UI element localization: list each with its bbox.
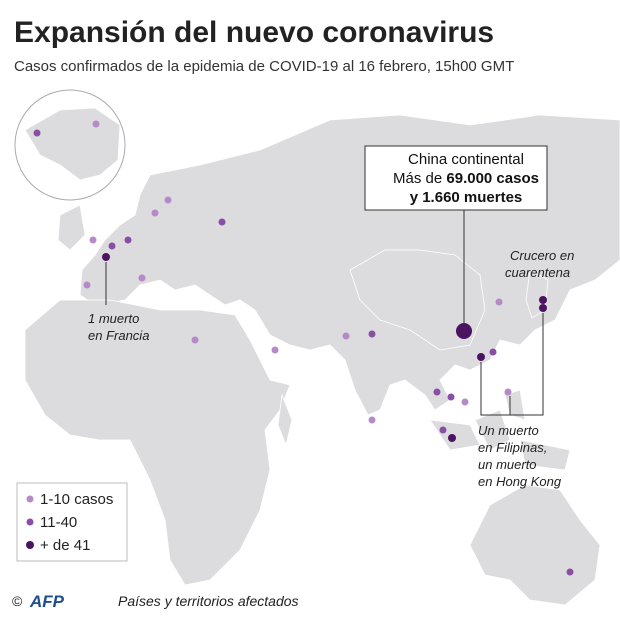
annotation: un muerto	[478, 457, 537, 472]
annotation: en Francia	[88, 328, 149, 343]
annotation: en Filipinas,	[478, 440, 547, 455]
point	[539, 304, 547, 312]
annotation: Crucero en	[510, 248, 574, 263]
point	[539, 296, 547, 304]
legend-label: + de 41	[40, 537, 90, 554]
point	[33, 129, 41, 137]
callout-line: Más de 69.000 casos	[393, 170, 539, 187]
point	[461, 398, 469, 406]
callout-lines	[105, 210, 544, 416]
callout-title: China continental	[408, 151, 524, 168]
agency-logo: AFP	[29, 592, 65, 611]
point	[138, 274, 146, 282]
point	[368, 416, 376, 424]
point	[342, 332, 350, 340]
point	[447, 393, 455, 401]
affected-points	[33, 120, 574, 576]
annotation: en Hong Kong	[478, 474, 562, 489]
point	[83, 281, 91, 289]
point	[151, 209, 159, 217]
annotation: cuarentena	[505, 265, 570, 280]
copyright: ©	[12, 593, 23, 609]
callout-box	[364, 145, 548, 211]
point	[164, 196, 172, 204]
point	[439, 426, 447, 434]
point	[368, 330, 376, 338]
point	[477, 353, 485, 361]
legend-label: 1-10 casos	[40, 491, 113, 508]
legend-label: 11-40	[40, 514, 77, 531]
point	[92, 120, 100, 128]
callout-deaths: y 1.660 muertes	[410, 189, 523, 206]
point	[102, 253, 110, 261]
point	[108, 242, 116, 250]
callout-text: Más de	[393, 170, 446, 187]
annotation: 1 muerto	[88, 311, 139, 326]
legend: 1-10 casos 11-40 + de 41	[16, 482, 128, 562]
subtitle: Casos confirmados de la epidemia de COVI…	[14, 58, 514, 75]
point	[191, 336, 199, 344]
title: Expansión del nuevo coronavirus	[14, 16, 494, 49]
footer-caption: Países y territorios afectados	[118, 593, 299, 609]
point	[489, 348, 497, 356]
callout-cases: 69.000 casos	[446, 170, 539, 187]
point	[495, 298, 503, 306]
point	[433, 388, 441, 396]
point	[271, 346, 279, 354]
point	[504, 388, 512, 396]
point	[456, 323, 472, 339]
point	[89, 236, 97, 244]
point	[566, 568, 574, 576]
point	[124, 236, 132, 244]
point	[448, 434, 456, 442]
annotation: Un muerto	[478, 423, 539, 438]
point	[218, 218, 226, 226]
